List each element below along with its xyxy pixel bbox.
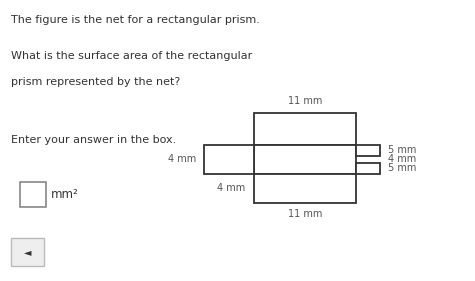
- Text: What is the surface area of the rectangular: What is the surface area of the rectangu…: [11, 51, 252, 62]
- Bar: [11, 238, 44, 266]
- Text: ◄: ◄: [24, 247, 31, 257]
- Bar: [20, 182, 46, 207]
- Bar: [254, 145, 356, 174]
- Text: 11 mm: 11 mm: [287, 96, 322, 106]
- Bar: [356, 145, 380, 156]
- Text: 11 mm: 11 mm: [287, 209, 322, 219]
- Text: mm²: mm²: [51, 188, 79, 201]
- Text: 4 mm: 4 mm: [168, 154, 196, 164]
- Bar: [254, 174, 356, 203]
- Text: 4 mm: 4 mm: [217, 183, 246, 194]
- Bar: [254, 113, 356, 145]
- Text: Enter your answer in the box.: Enter your answer in the box.: [11, 135, 176, 145]
- Text: The figure is the net for a rectangular prism.: The figure is the net for a rectangular …: [11, 15, 260, 25]
- Bar: [356, 163, 380, 174]
- Text: 5 mm: 5 mm: [389, 145, 417, 155]
- Text: 4 mm: 4 mm: [389, 154, 417, 164]
- Text: 5 mm: 5 mm: [389, 163, 417, 173]
- Text: prism represented by the net?: prism represented by the net?: [11, 76, 180, 87]
- Bar: [204, 145, 254, 174]
